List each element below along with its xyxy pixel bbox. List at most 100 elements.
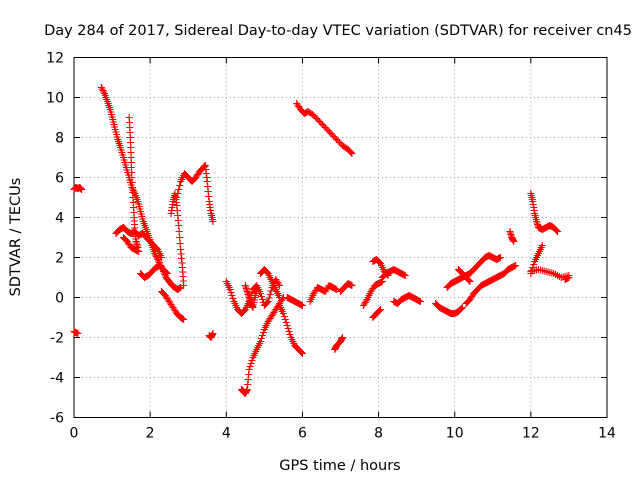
data-point — [286, 331, 294, 338]
data-point — [175, 222, 183, 229]
data-point — [538, 242, 546, 249]
data-point — [281, 316, 289, 323]
data-point — [209, 330, 217, 337]
data-point — [276, 294, 284, 301]
data-point — [162, 269, 170, 276]
data-point — [282, 319, 290, 326]
data-point — [97, 84, 105, 91]
data-point — [259, 329, 267, 336]
data-point — [457, 305, 465, 312]
data-point — [229, 295, 237, 302]
x-tick-label: 8 — [374, 426, 383, 442]
data-point — [298, 302, 306, 309]
y-tick-label: 12 — [46, 51, 64, 67]
x-tick-label: 12 — [522, 426, 540, 442]
x-axis-label: GPS time / hours — [279, 458, 400, 474]
data-point — [227, 289, 235, 296]
data-point — [158, 254, 166, 261]
data-point — [284, 325, 292, 332]
data-point — [554, 228, 562, 235]
data-point — [78, 186, 86, 193]
data-point — [99, 87, 107, 94]
axis-ticks — [73, 57, 608, 418]
data-point — [176, 234, 184, 241]
data-point — [264, 298, 272, 305]
x-tick-label: 14 — [598, 426, 616, 442]
data-point — [348, 150, 356, 157]
data-point — [530, 261, 538, 268]
y-tick-labels: -6 -4 -2 0 2 4 6 8 10 12 — [46, 51, 64, 427]
data-point — [510, 238, 518, 245]
data-point — [176, 182, 184, 189]
data-point — [246, 363, 254, 370]
data-point — [247, 360, 255, 367]
data-point — [154, 256, 162, 263]
y-tick-label: -6 — [50, 411, 64, 427]
x-tick-label: 4 — [222, 426, 231, 442]
data-point — [348, 282, 356, 289]
y-tick-label: 6 — [55, 171, 64, 187]
data-point — [175, 228, 183, 235]
data-point — [280, 313, 288, 320]
x-tick-label: 0 — [70, 426, 79, 442]
data-point — [465, 277, 473, 284]
data-point — [174, 190, 182, 197]
data-point — [163, 270, 171, 277]
data-point — [279, 310, 287, 317]
y-tick-label: 2 — [55, 251, 64, 267]
data-point — [175, 186, 183, 193]
data-point — [338, 334, 346, 341]
data-point — [265, 294, 273, 302]
y-axis-label: SDTVAR / TECUs — [8, 178, 24, 297]
data-point — [416, 298, 424, 305]
data-point — [98, 85, 106, 93]
data-point — [257, 338, 265, 345]
data-point — [253, 286, 261, 293]
data-point — [74, 330, 82, 337]
data-point — [512, 262, 520, 269]
plot-frame — [73, 57, 608, 418]
data-point — [376, 306, 384, 313]
data-point — [285, 328, 293, 335]
x-tick-label: 10 — [446, 426, 464, 442]
x-tick-label: 2 — [146, 426, 155, 442]
y-tick-label: 4 — [55, 211, 64, 227]
data-point — [298, 350, 306, 357]
data-point — [347, 149, 355, 156]
data-point — [180, 316, 188, 323]
x-tick-labels: 0 2 4 6 8 10 12 14 — [70, 426, 616, 442]
data-point — [401, 272, 409, 279]
grid — [74, 57, 607, 418]
data-point — [248, 357, 256, 364]
y-tick-label: 8 — [55, 131, 64, 147]
chart-title: Day 284 of 2017, Sidereal Day-to-day VTE… — [44, 23, 632, 39]
data-point — [553, 227, 561, 234]
y-tick-label: 0 — [55, 291, 64, 307]
data-point — [263, 299, 271, 306]
data-point — [466, 278, 474, 285]
y-tick-label: -4 — [50, 371, 64, 387]
data-point — [100, 88, 108, 96]
data-point — [258, 293, 266, 300]
y-tick-label: 10 — [46, 91, 64, 107]
data-points — [70, 84, 573, 397]
data-point — [297, 349, 305, 356]
data-point — [565, 274, 573, 281]
data-point — [458, 304, 466, 311]
data-point — [226, 286, 234, 293]
data-point — [258, 296, 266, 303]
data-point — [258, 332, 266, 339]
data-point — [376, 307, 384, 314]
data-point — [135, 248, 143, 255]
data-point — [176, 240, 184, 247]
data-point — [152, 253, 160, 260]
data-point — [173, 194, 181, 201]
data-point — [180, 282, 188, 289]
data-point — [228, 292, 236, 299]
data-point — [496, 254, 504, 261]
data-point — [245, 366, 253, 373]
data-point — [209, 218, 217, 225]
data-point — [258, 335, 266, 342]
data-point — [266, 291, 274, 298]
